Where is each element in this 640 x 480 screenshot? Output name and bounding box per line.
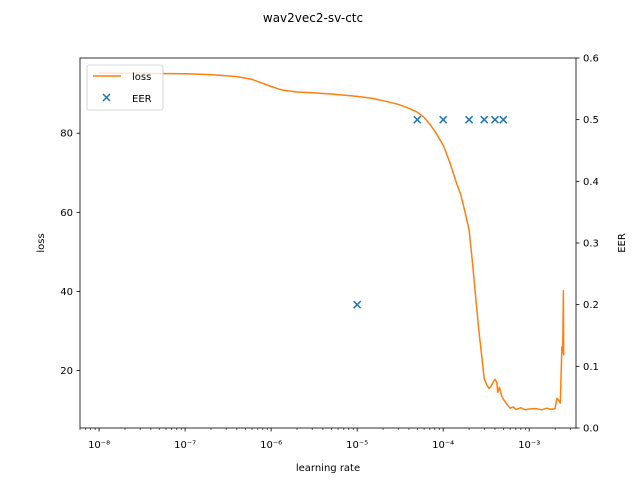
x-tick-label: 10⁻⁴ xyxy=(432,440,454,451)
eer-point xyxy=(480,115,489,124)
y-axis-left: 20 40 60 80 xyxy=(60,129,80,377)
y2-tick-label: 0.1 xyxy=(583,362,599,373)
x-tick-label: 10⁻⁵ xyxy=(346,440,368,451)
y-tick-label: 20 xyxy=(60,366,73,377)
eer-point xyxy=(490,115,499,124)
legend-eer-label: EER xyxy=(132,94,152,105)
y-tick-label: 40 xyxy=(60,287,73,298)
x-axis: 10⁻⁸ 10⁻⁷ 10⁻⁶ 10⁻⁵ 10⁻⁴ 10⁻³ xyxy=(79,428,571,451)
x-tick-label: 10⁻⁸ xyxy=(88,440,110,451)
x-tick-label: 10⁻⁶ xyxy=(260,440,282,451)
eer-point xyxy=(499,115,508,124)
y2-tick-label: 0.6 xyxy=(583,54,599,65)
y-axis-right: 0.0 0.1 0.2 0.3 0.4 0.5 0.6 xyxy=(576,54,599,435)
eer-point xyxy=(465,115,474,124)
y2-tick-label: 0.5 xyxy=(583,115,599,126)
legend: loss EER xyxy=(86,64,164,111)
eer-point xyxy=(439,115,448,124)
y2-tick-label: 0.2 xyxy=(583,300,599,311)
chart-title: wav2vec2-sv-ctc xyxy=(263,11,363,25)
plot-frame xyxy=(79,57,577,429)
loss-line xyxy=(99,72,565,411)
y2-tick-label: 0.0 xyxy=(583,424,599,435)
x-tick-label: 10⁻⁷ xyxy=(174,440,196,451)
x-axis-label: learning rate xyxy=(296,463,360,474)
y-axis-label: loss xyxy=(36,233,47,252)
eer-point xyxy=(353,300,362,309)
plot-area xyxy=(99,72,565,411)
legend-box xyxy=(86,64,164,111)
y2-tick-label: 0.4 xyxy=(583,177,599,188)
y2-axis-label: EER xyxy=(617,233,628,253)
x-tick-label: 10⁻³ xyxy=(518,440,540,451)
eer-point xyxy=(413,115,422,124)
y-tick-label: 80 xyxy=(60,129,73,140)
y-tick-label: 60 xyxy=(60,208,73,219)
legend-loss-label: loss xyxy=(132,72,151,83)
legend-eer-swatch xyxy=(102,93,111,102)
y2-tick-label: 0.3 xyxy=(583,239,599,250)
